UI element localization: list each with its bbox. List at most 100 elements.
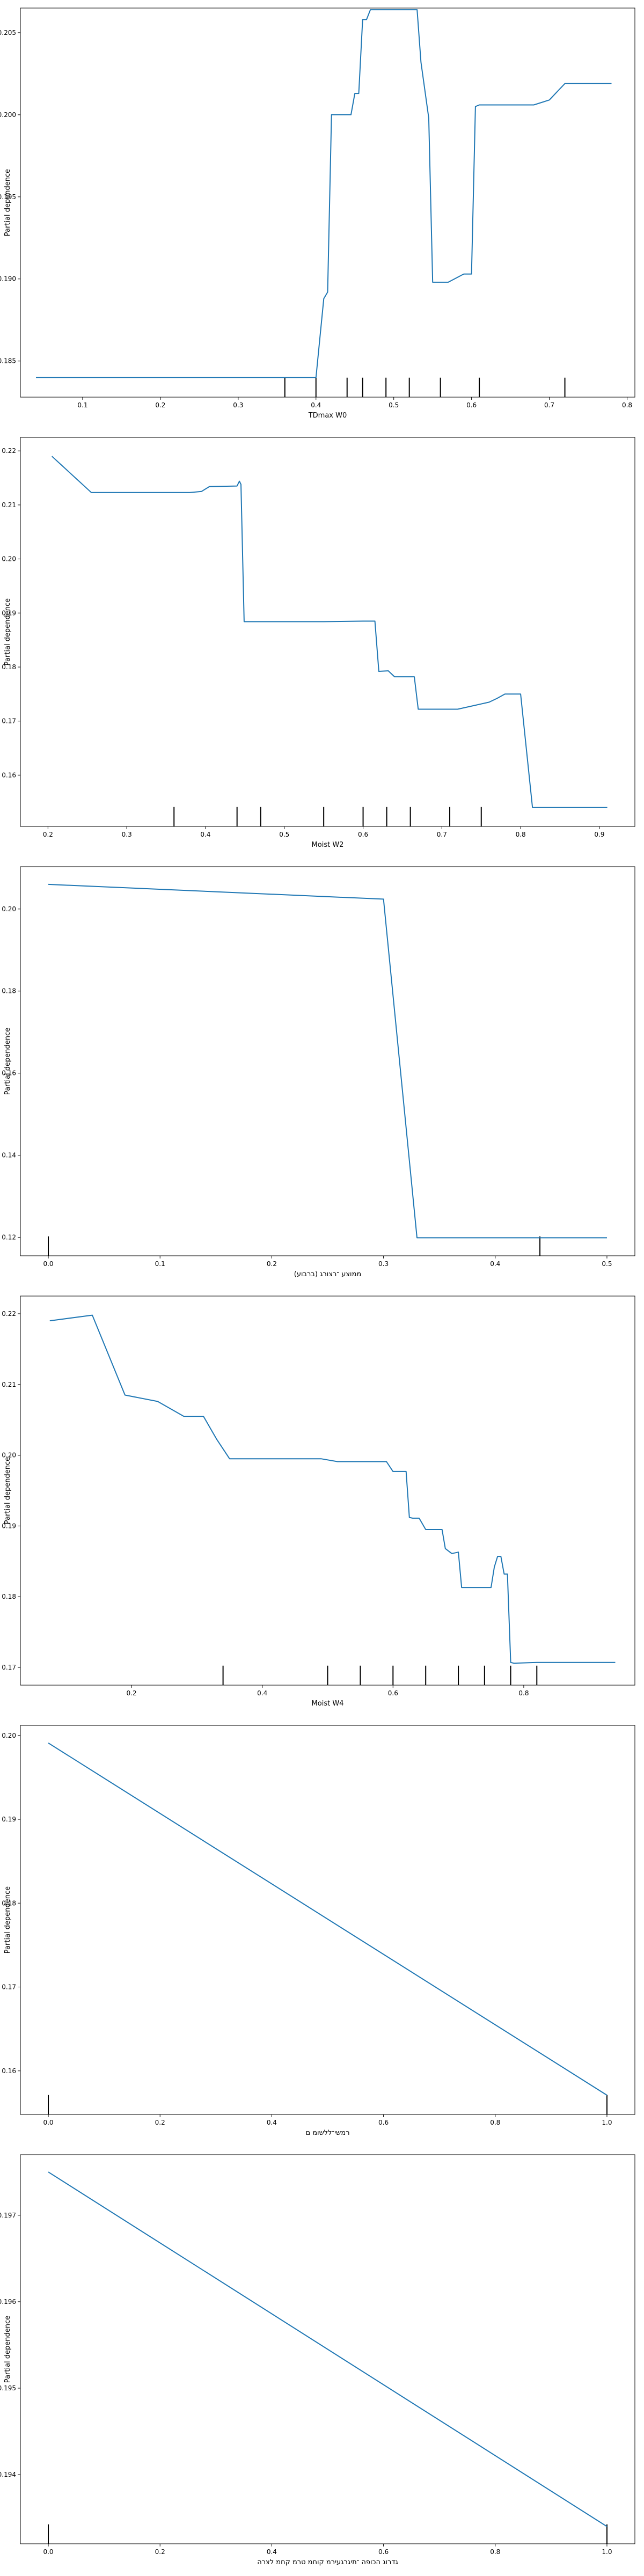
x-axis-label: (ברבוע) ממוצע ־רצורג — [294, 1270, 362, 1278]
y-tick-label: 0.16 — [2, 1070, 16, 1077]
y-tick-label: 0.20 — [2, 905, 16, 913]
x-tick-label: 0.2 — [155, 2119, 165, 2126]
y-axis-label: Partial dependence — [4, 169, 12, 236]
x-axis-label: Moist W4 — [312, 1700, 344, 1708]
x-axis-label: רמשי־ללשומ ם — [305, 2129, 349, 2137]
x-tick-label: 0.2 — [127, 1689, 137, 1697]
y-tick-label: 0.14 — [2, 1152, 16, 1159]
x-tick-label: 0.8 — [490, 2119, 500, 2126]
chart-panel-1: 0.1 0.2 0.3 0.4 0.5 0.6 0.7 0.8 0.185 0.190 0.195 0… — [0, 8, 635, 420]
y-tick-label: 0.205 — [0, 29, 16, 36]
y-tick-label: 0.20 — [2, 555, 16, 563]
partial-dependence-line — [48, 1742, 608, 2096]
plot-frame — [20, 8, 635, 398]
x-tick-label: 0.5 — [279, 831, 289, 838]
plot-frame — [20, 1725, 635, 2115]
x-tick-label: 0.6 — [388, 1689, 398, 1697]
x-tick-label: 0.2 — [267, 1260, 277, 1268]
x-tick-label: 1.0 — [602, 2119, 612, 2126]
x-tick-label: 0.0 — [43, 1260, 53, 1268]
y-tick-label: 0.16 — [2, 2067, 16, 2075]
y-axis-label: Partial dependence — [4, 1028, 12, 1095]
y-tick-label: 0.20 — [2, 1452, 16, 1459]
x-tick-label: 0.4 — [257, 1689, 267, 1697]
x-tick-label: 0.4 — [311, 401, 321, 409]
plot-frame — [20, 1296, 635, 1686]
y-tick-label: 0.197 — [0, 2212, 16, 2219]
y-tick-label: 0.18 — [2, 987, 16, 995]
chart-panel-3: 0.0 0.1 0.2 0.3 0.4 0.5 0.12 0.14 0.16 0.18 0.20 (ב… — [2, 866, 635, 1278]
y-tick-label: 0.190 — [0, 275, 16, 283]
x-tick-label: 0.6 — [466, 401, 477, 409]
x-tick-label: 0.7 — [437, 831, 447, 838]
y-tick-label: 0.195 — [0, 2384, 16, 2392]
x-tick-label: 0.0 — [43, 2548, 53, 2556]
x-tick-label: 0.8 — [518, 1689, 529, 1697]
y-tick-label: 0.22 — [2, 1310, 16, 1318]
chart-panel-2: 0.2 0.3 0.4 0.5 0.6 0.7 0.8 0.9 0.16 0.17 0.18 0.19… — [2, 437, 635, 849]
y-tick-label: 0.16 — [2, 771, 16, 779]
x-axis-label: גדרוג הכופה ־תיגרגעירמ קוחמ טרמ קחמ לצרה — [257, 2558, 398, 2566]
y-tick-label: 0.17 — [2, 1984, 16, 1991]
x-tick-label: 0.1 — [155, 1260, 165, 1268]
x-axis-label: Moist W2 — [312, 841, 344, 849]
x-tick-label: 0.2 — [43, 831, 53, 838]
y-axis-label: Partial dependence — [4, 1457, 12, 1524]
y-axis-label: Partial dependence — [4, 2316, 12, 2383]
x-tick-label: 0.8 — [622, 401, 632, 409]
y-tick-label: 0.185 — [0, 357, 16, 365]
y-tick-label: 0.19 — [2, 1816, 16, 1823]
x-tick-label: 0.4 — [267, 2548, 277, 2556]
chart-panel-4: 0.2 0.4 0.6 0.8 0.17 0.18 0.19 0.20 0.21 0.22 Mois… — [2, 1296, 635, 1708]
partial-dependence-line — [49, 1314, 616, 1664]
x-tick-label: 1.0 — [602, 2548, 612, 2556]
chart-panel-6: 0.0 0.2 0.4 0.6 0.8 1.0 0.194 0.195 0.196 0.197 גד… — [0, 2154, 635, 2566]
x-tick-label: 0.3 — [378, 1260, 389, 1268]
partial-dependence-line — [52, 456, 608, 808]
y-tick-label: 0.18 — [2, 1899, 16, 1907]
x-tick-label: 0.5 — [389, 401, 399, 409]
y-tick-label: 0.18 — [2, 1593, 16, 1600]
x-tick-label: 0.2 — [155, 401, 165, 409]
y-tick-label: 0.19 — [2, 609, 16, 617]
y-axis-label: Partial dependence — [4, 1886, 12, 1953]
plot-frame — [20, 437, 635, 827]
x-axis-label: TDmax W0 — [308, 412, 347, 420]
y-tick-label: 0.20 — [2, 1732, 16, 1739]
x-tick-label: 0.6 — [378, 2119, 389, 2126]
partial-dependence-line — [48, 2171, 608, 2527]
y-tick-label: 0.19 — [2, 1522, 16, 1529]
y-tick-label: 0.22 — [2, 447, 16, 455]
x-tick-label: 0.8 — [490, 2548, 500, 2556]
x-tick-label: 0.3 — [233, 401, 243, 409]
y-tick-label: 0.17 — [2, 718, 16, 725]
x-tick-label: 0.6 — [358, 831, 368, 838]
partial-dependence-line — [36, 9, 612, 378]
x-tick-label: 0.4 — [267, 2119, 277, 2126]
y-axis-label: Partial dependence — [4, 598, 12, 665]
chart-panel-5: 0.0 0.2 0.4 0.6 0.8 1.0 0.16 0.17 0.18 0.19 0.20 רמ… — [2, 1725, 635, 2137]
y-tick-label: 0.196 — [0, 2298, 16, 2306]
x-tick-label: 0.4 — [200, 831, 210, 838]
x-tick-label: 0.4 — [490, 1260, 500, 1268]
y-tick-label: 0.21 — [2, 1381, 16, 1388]
x-tick-label: 0.8 — [516, 831, 526, 838]
plot-frame — [20, 2154, 635, 2544]
y-tick-label: 0.17 — [2, 1664, 16, 1671]
y-tick-label: 0.200 — [0, 111, 16, 119]
x-tick-label: 0.1 — [77, 401, 87, 409]
x-tick-label: 0.9 — [594, 831, 604, 838]
x-tick-label: 0.7 — [544, 401, 554, 409]
x-tick-label: 0.6 — [378, 2548, 389, 2556]
x-tick-label: 0.5 — [602, 1260, 612, 1268]
partial-dependence-line — [48, 883, 607, 1239]
x-tick-label: 0.0 — [43, 2119, 53, 2126]
y-tick-label: 0.21 — [2, 501, 16, 509]
x-tick-label: 0.2 — [155, 2548, 165, 2556]
y-tick-label: 0.18 — [2, 663, 16, 671]
plot-frame — [20, 866, 635, 1256]
y-tick-label: 0.194 — [0, 2471, 16, 2478]
y-tick-label: 0.195 — [0, 193, 16, 201]
y-tick-label: 0.12 — [2, 1234, 16, 1241]
